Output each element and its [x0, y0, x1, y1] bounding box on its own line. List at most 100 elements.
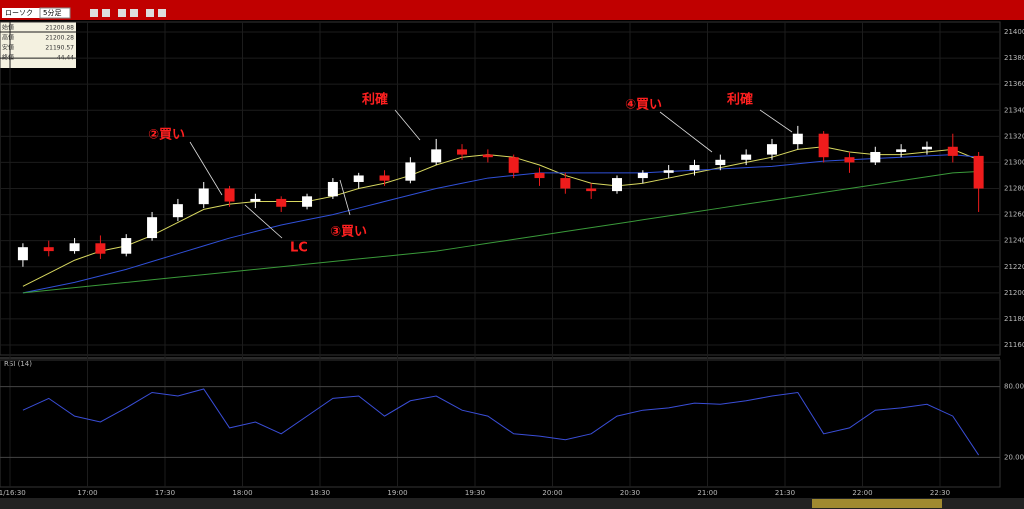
y-tick-label: 21180: [1004, 315, 1024, 323]
candle-body: [327, 181, 338, 197]
info-value: 21200.88: [45, 25, 74, 32]
candle-body: [17, 247, 28, 261]
y-tick-label: 21400: [1004, 28, 1024, 36]
candle-body: [276, 198, 287, 207]
rsi-title: RSI (14): [4, 360, 32, 368]
annotation: ②買い: [148, 128, 185, 143]
candle-body: [534, 172, 545, 179]
candle-body: [172, 204, 183, 218]
y-tick-label: 21280: [1004, 185, 1024, 193]
annotation-arrow: [339, 179, 351, 216]
annotation: 利確: [727, 92, 753, 108]
interval-select[interactable]: [39, 7, 71, 19]
moving-average: [22, 154, 979, 294]
candle-body: [973, 155, 984, 189]
interval[interactable]: 5分足: [43, 8, 61, 17]
annotation-arrow: [659, 111, 713, 153]
candle-body: [870, 151, 881, 163]
rsi-tick-label: 80.00: [1004, 383, 1024, 391]
info-value: 21190.57: [45, 45, 74, 52]
rsi-line: [22, 388, 980, 456]
x-tick-label: 17:30: [155, 489, 175, 497]
info-label: 安値: [2, 44, 14, 52]
scrollbar[interactable]: [0, 498, 1024, 509]
y-tick-label: 21340: [1004, 106, 1024, 114]
scroll-thumb[interactable]: [812, 499, 942, 508]
x-tick-label: 21:30: [775, 489, 795, 497]
candle-body: [431, 149, 442, 163]
annotation-arrow: [394, 109, 421, 141]
y-tick-label: 21320: [1004, 132, 1024, 140]
candle-body: [147, 217, 158, 239]
x-tick-label: 22:30: [930, 489, 950, 497]
candle-body: [198, 188, 209, 205]
x-tick-label: 18:30: [310, 489, 330, 497]
chart-kind[interactable]: ローソク: [5, 9, 33, 17]
rsi-panel: [0, 359, 1001, 488]
chart-kind-select[interactable]: [2, 8, 62, 18]
candle-body: [715, 159, 726, 166]
candle-body: [818, 133, 829, 158]
annotation: ③買い: [330, 225, 367, 240]
x-tick-label: 17:00: [77, 489, 97, 497]
candle-body: [379, 175, 390, 181]
info-box: [0, 22, 76, 68]
y-tick-label: 21160: [1004, 341, 1024, 349]
y-tick-label: 21200: [1004, 289, 1024, 297]
moving-average: [22, 146, 979, 287]
x-tick-label: 20:00: [542, 489, 562, 497]
candle-body: [95, 243, 106, 254]
annotation: LC: [290, 241, 308, 256]
candle-body: [353, 175, 364, 182]
y-tick-label: 21360: [1004, 80, 1024, 88]
candle-body: [612, 178, 623, 192]
annotation-arrow: [244, 204, 283, 239]
candle-body: [508, 157, 519, 173]
x-tick-label: 11/16:30: [0, 489, 26, 497]
candle-body: [482, 154, 493, 158]
candle-body: [405, 162, 416, 181]
candle-body: [792, 133, 803, 145]
moving-average: [22, 171, 979, 294]
toolbar: [0, 0, 1024, 20]
candle-body: [586, 188, 597, 192]
candle-body: [69, 243, 80, 252]
x-tick-label: 20:30: [620, 489, 640, 497]
candle-body: [560, 178, 571, 189]
candle-body: [741, 154, 752, 160]
annotation: ④買い: [625, 98, 662, 113]
x-tick-label: 18:00: [232, 489, 252, 497]
toolbar-icons: [90, 9, 166, 17]
candle-body: [921, 146, 932, 150]
x-tick-label: 19:00: [387, 489, 407, 497]
candle-body: [121, 238, 132, 254]
candle-body: [689, 165, 700, 171]
x-tick-label: 22:00: [852, 489, 872, 497]
y-tick-label: 21220: [1004, 263, 1024, 271]
candle-body: [844, 157, 855, 163]
x-tick-label: 19:30: [465, 489, 485, 497]
candle-body: [766, 144, 777, 155]
info-label: 終値: [2, 54, 14, 62]
rsi-tick-label: 20.00: [1004, 453, 1024, 461]
y-tick-label: 21260: [1004, 211, 1024, 219]
y-tick-label: 21240: [1004, 237, 1024, 245]
x-tick-label: 21:00: [697, 489, 717, 497]
candle-body: [250, 198, 261, 202]
info-label: 始値: [2, 24, 14, 32]
annotation-arrow: [189, 141, 223, 196]
candle-body: [896, 149, 907, 152]
candle-body: [224, 188, 235, 202]
candle-body: [637, 172, 648, 179]
candle-body: [43, 247, 54, 252]
annotation: 利確: [362, 92, 388, 108]
annotation-arrow: [759, 109, 793, 133]
info-value: 21200.28: [45, 35, 74, 42]
y-tick-label: 21380: [1004, 54, 1024, 62]
candle-body: [947, 146, 958, 156]
candle-body: [663, 170, 674, 173]
y-tick-label: 21300: [1004, 158, 1024, 166]
candle-body: [302, 196, 313, 207]
info-label: 高値: [2, 34, 14, 42]
